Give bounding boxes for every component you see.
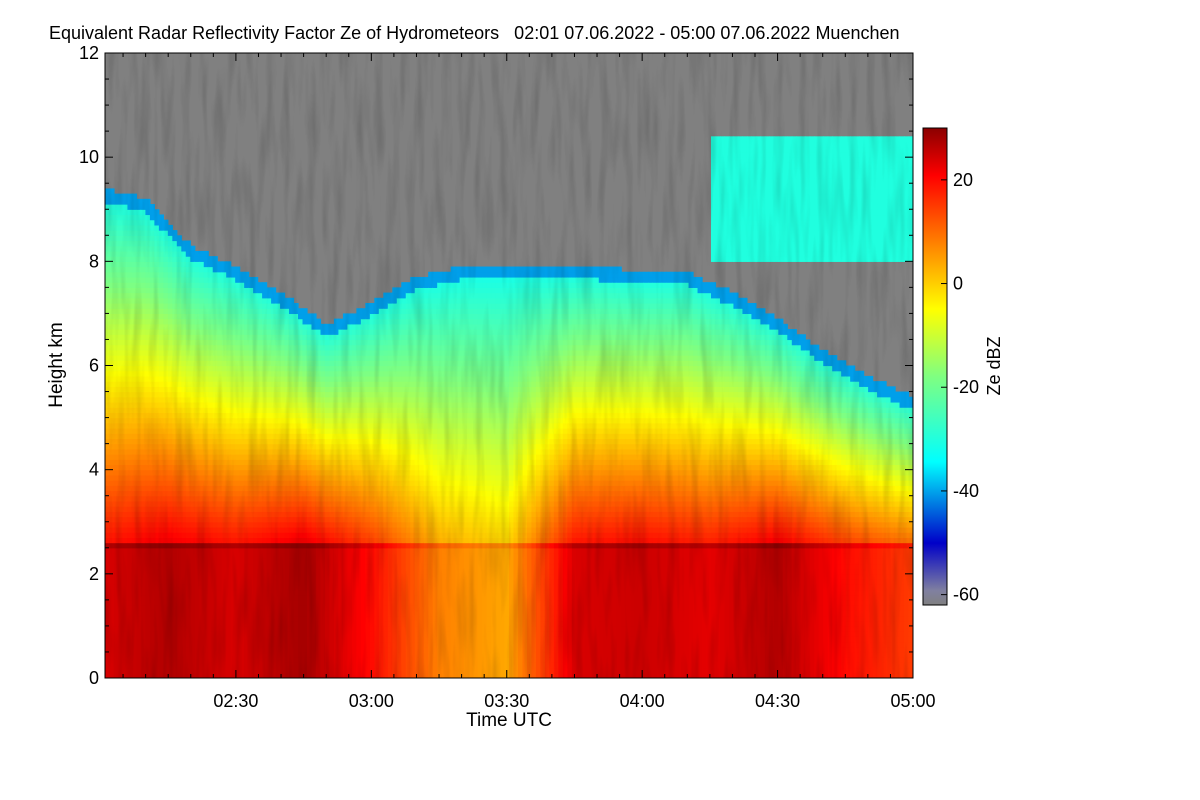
chart-title: Equivalent Radar Reflectivity Factor Ze … — [49, 23, 900, 43]
plot-area — [104, 52, 914, 679]
